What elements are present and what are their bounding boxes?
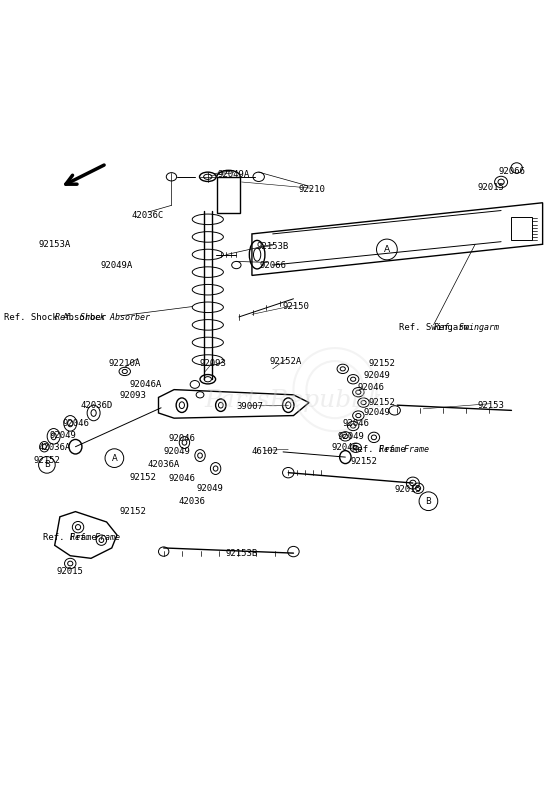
Text: 42036C: 42036C — [132, 211, 164, 220]
Text: 92152: 92152 — [119, 507, 146, 516]
Text: Ref. Shock Absorber: Ref. Shock Absorber — [55, 314, 150, 322]
Text: 92210: 92210 — [298, 186, 325, 194]
Text: 92153B: 92153B — [226, 549, 258, 558]
Text: 92049: 92049 — [363, 409, 390, 418]
Text: 92046: 92046 — [358, 382, 385, 391]
Text: Ref. Frame: Ref. Frame — [352, 445, 406, 454]
Text: 92153B: 92153B — [257, 242, 289, 251]
Text: 92015: 92015 — [394, 485, 421, 494]
Text: 92015: 92015 — [57, 566, 84, 576]
Polygon shape — [55, 512, 117, 558]
Text: Ref. Swingarm: Ref. Swingarm — [399, 323, 468, 332]
Text: B: B — [425, 497, 431, 506]
Text: A: A — [384, 245, 390, 254]
Text: 42036: 42036 — [179, 497, 206, 506]
Text: 92046: 92046 — [342, 419, 369, 428]
Text: Ref. Shock Absorber: Ref. Shock Absorber — [4, 314, 106, 322]
Text: 92152: 92152 — [129, 474, 156, 482]
Text: 92152: 92152 — [34, 456, 60, 466]
Text: 92049: 92049 — [163, 447, 190, 457]
Bar — [217, 177, 240, 213]
Text: 46102: 46102 — [252, 447, 278, 457]
Text: 92066: 92066 — [498, 167, 525, 176]
Text: 92049: 92049 — [363, 370, 390, 379]
Text: 92046: 92046 — [332, 443, 359, 452]
Text: 92049: 92049 — [337, 432, 364, 441]
Text: B: B — [44, 460, 50, 470]
Text: Ref. Swingarm: Ref. Swingarm — [434, 323, 499, 332]
Text: 92152: 92152 — [368, 398, 395, 407]
Text: 92049A: 92049A — [101, 261, 133, 270]
Text: 92152A: 92152A — [269, 357, 302, 366]
Text: 92046: 92046 — [62, 419, 89, 428]
Text: 92093: 92093 — [200, 359, 226, 368]
Text: 92153: 92153 — [477, 401, 504, 410]
Text: 92152: 92152 — [350, 457, 377, 466]
Text: PartsRepublik: PartsRepublik — [204, 389, 383, 411]
Polygon shape — [252, 202, 542, 275]
Text: 92046: 92046 — [169, 474, 195, 483]
Text: 92046A: 92046A — [129, 380, 161, 389]
Text: Ref. Frame: Ref. Frame — [379, 445, 429, 454]
Text: 92150: 92150 — [283, 302, 310, 311]
Polygon shape — [159, 390, 309, 418]
Text: 39007: 39007 — [236, 402, 263, 411]
Text: 92210A: 92210A — [108, 359, 141, 368]
Text: 92152: 92152 — [368, 359, 395, 368]
Text: 92049: 92049 — [49, 430, 76, 440]
Text: 92066: 92066 — [259, 261, 286, 270]
Text: 92153A: 92153A — [39, 240, 71, 249]
Text: 42036D: 42036D — [80, 401, 112, 410]
Text: 42036A: 42036A — [148, 460, 180, 470]
Text: Ref. Frame: Ref. Frame — [70, 533, 120, 542]
Text: 92093: 92093 — [119, 391, 146, 400]
Text: 92049: 92049 — [197, 484, 224, 493]
Text: 92015: 92015 — [477, 182, 504, 192]
Text: Ref. Frame: Ref. Frame — [43, 533, 97, 542]
Bar — [512, 217, 532, 240]
Text: 42036A: 42036A — [39, 443, 71, 452]
Text: A: A — [112, 454, 117, 462]
Text: 92049A: 92049A — [218, 170, 250, 178]
Text: 92046: 92046 — [169, 434, 195, 443]
